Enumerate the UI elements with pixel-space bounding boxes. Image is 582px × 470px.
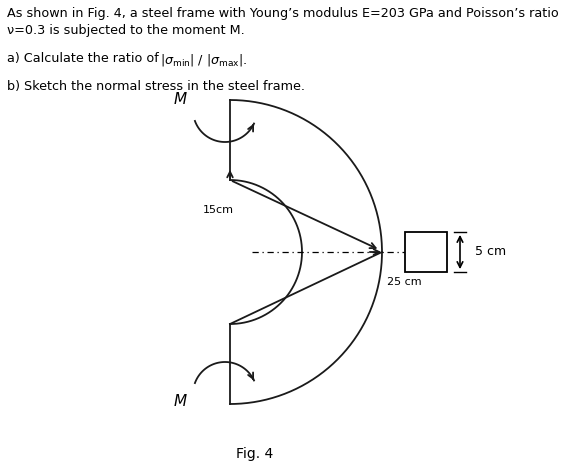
Text: Fig. 4: Fig. 4 (236, 447, 274, 461)
Text: 15cm: 15cm (203, 205, 234, 215)
Text: 25 cm: 25 cm (387, 277, 421, 287)
Text: As shown in Fig. 4, a steel frame with Young’s modulus E=203 GPa and Poisson’s r: As shown in Fig. 4, a steel frame with Y… (7, 7, 559, 20)
Text: a) Calculate the ratio of: a) Calculate the ratio of (7, 52, 163, 65)
Text: b) Sketch the normal stress in the steel frame.: b) Sketch the normal stress in the steel… (7, 80, 305, 93)
Text: $|\sigma_{\rm min}|\ /\ |\sigma_{\rm max}|$.: $|\sigma_{\rm min}|\ /\ |\sigma_{\rm max… (160, 52, 248, 68)
Text: M: M (173, 93, 187, 108)
Text: 5 cm: 5 cm (475, 245, 506, 258)
Bar (405, 232, 447, 272)
Text: M: M (173, 394, 187, 409)
Text: ν=0.3 is subjected to the moment M.: ν=0.3 is subjected to the moment M. (7, 24, 245, 37)
